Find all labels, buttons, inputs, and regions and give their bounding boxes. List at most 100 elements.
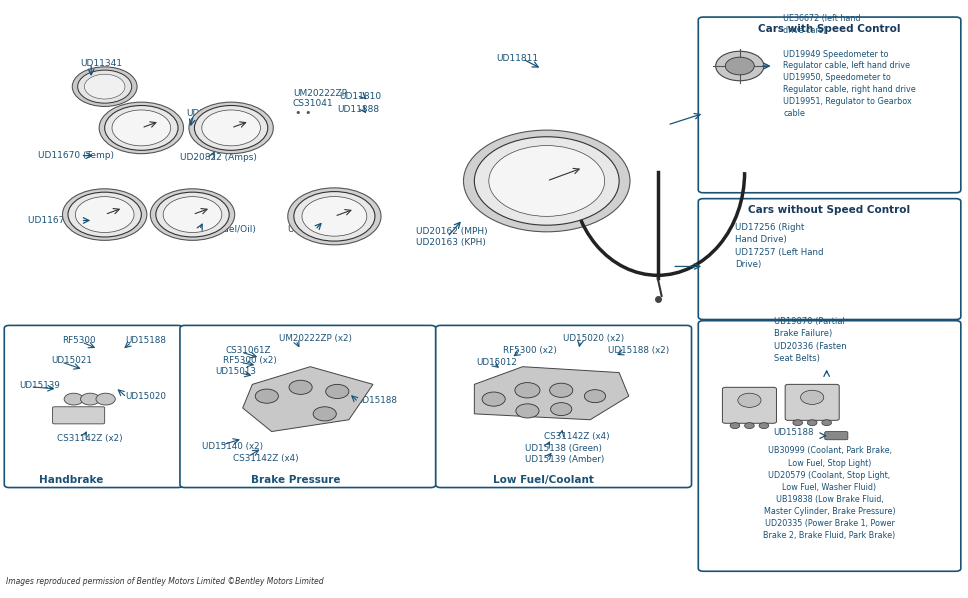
Circle shape [738, 393, 761, 407]
Text: •: • [294, 108, 301, 118]
Text: UD11811: UD11811 [497, 54, 538, 63]
Circle shape [801, 390, 824, 404]
Circle shape [80, 393, 100, 405]
Text: CS31142Z (x4): CS31142Z (x4) [233, 453, 299, 463]
Text: UD11767: UD11767 [187, 109, 228, 118]
Text: UD12451 (Clock): UD12451 (Clock) [288, 225, 364, 234]
Circle shape [63, 189, 147, 240]
Circle shape [156, 192, 229, 237]
Text: UD11810: UD11810 [339, 92, 381, 101]
FancyBboxPatch shape [698, 17, 961, 193]
Text: UB19870 (Partial
Brake Failure)
UD20336 (Fasten
Seat Belts): UB19870 (Partial Brake Failure) UD20336 … [773, 317, 846, 364]
Text: CS31142Z (x4): CS31142Z (x4) [544, 432, 610, 441]
Circle shape [550, 383, 573, 397]
Polygon shape [474, 367, 629, 420]
Text: CS31041: CS31041 [293, 99, 334, 108]
Circle shape [64, 393, 83, 405]
Circle shape [76, 197, 134, 233]
Text: UD15138 (Green): UD15138 (Green) [525, 444, 601, 453]
Circle shape [77, 70, 132, 103]
Circle shape [68, 192, 141, 237]
FancyBboxPatch shape [698, 199, 961, 319]
Circle shape [112, 110, 170, 146]
Circle shape [585, 390, 606, 402]
Text: UD11671 (Oil Pressure): UD11671 (Oil Pressure) [28, 216, 134, 225]
Circle shape [302, 197, 367, 236]
Circle shape [474, 137, 620, 225]
Text: UD11888: UD11888 [337, 105, 379, 114]
Text: UD11670 (Temp): UD11670 (Temp) [38, 151, 114, 160]
Text: CS31142Z (x2): CS31142Z (x2) [57, 434, 123, 443]
Text: UE36672 (left hand
drive cars)

UD19949 Speedometer to
Regulator cable, left han: UE36672 (left hand drive cars) UD19949 S… [783, 14, 916, 118]
FancyBboxPatch shape [4, 325, 183, 487]
Circle shape [715, 51, 764, 81]
Polygon shape [243, 367, 373, 432]
Circle shape [744, 423, 754, 429]
Circle shape [256, 389, 279, 403]
Text: Cars without Speed Control: Cars without Speed Control [748, 206, 911, 215]
Text: UD15021: UD15021 [51, 356, 93, 365]
Text: UD15140 (x2): UD15140 (x2) [202, 442, 263, 451]
Text: Brake Pressure: Brake Pressure [251, 475, 341, 485]
FancyBboxPatch shape [722, 388, 776, 423]
Text: RF5300 (x2): RF5300 (x2) [224, 356, 277, 365]
Circle shape [99, 102, 184, 154]
Text: UD15020 (x2): UD15020 (x2) [563, 334, 624, 343]
Text: RF5300: RF5300 [62, 335, 96, 344]
Text: UD20162 (MPH): UD20162 (MPH) [416, 227, 488, 236]
Circle shape [73, 67, 137, 106]
Circle shape [725, 57, 754, 75]
Circle shape [464, 130, 630, 232]
Text: UD15188 (x2): UD15188 (x2) [608, 346, 669, 355]
Text: UD15188: UD15188 [773, 428, 814, 437]
FancyBboxPatch shape [436, 325, 691, 487]
Text: CS31061Z: CS31061Z [226, 346, 271, 355]
Circle shape [482, 392, 505, 406]
Text: UD17256 (Right
Hand Drive)
UD17257 (Left Hand
Drive): UD17256 (Right Hand Drive) UD17257 (Left… [735, 222, 824, 269]
Text: UM20222ZP: UM20222ZP [293, 89, 347, 98]
FancyBboxPatch shape [698, 321, 961, 571]
Text: UD15013: UD15013 [216, 367, 257, 376]
Text: UD20822 (Amps): UD20822 (Amps) [180, 153, 257, 162]
Text: UD20163 (KPH): UD20163 (KPH) [416, 239, 486, 248]
Text: UD15139 (Amber): UD15139 (Amber) [525, 455, 604, 464]
Circle shape [201, 110, 260, 146]
Circle shape [195, 105, 268, 150]
Circle shape [150, 189, 234, 240]
Text: RF5300 (x2): RF5300 (x2) [503, 346, 558, 355]
Circle shape [551, 402, 572, 416]
Text: UD15012: UD15012 [476, 358, 517, 367]
Circle shape [325, 385, 348, 398]
Circle shape [84, 74, 125, 99]
Text: Handbrake: Handbrake [39, 475, 103, 485]
Text: Low Fuel/Coolant: Low Fuel/Coolant [494, 475, 594, 485]
Circle shape [516, 404, 539, 418]
Circle shape [489, 145, 605, 216]
FancyBboxPatch shape [825, 432, 848, 440]
Text: •: • [304, 108, 311, 118]
Circle shape [515, 383, 540, 398]
Text: UD11341: UD11341 [80, 59, 123, 68]
Circle shape [189, 102, 273, 154]
Text: Cars with Speed Control: Cars with Speed Control [758, 25, 901, 35]
FancyBboxPatch shape [180, 325, 436, 487]
Circle shape [164, 197, 222, 233]
Circle shape [289, 380, 313, 395]
Text: UB30999 (Coolant, Park Brake,
Low Fuel, Stop Light)
UD20579 (Coolant, Stop Light: UB30999 (Coolant, Park Brake, Low Fuel, … [764, 447, 895, 541]
Circle shape [759, 423, 769, 429]
Text: UM20222ZP (x2): UM20222ZP (x2) [280, 334, 352, 343]
Circle shape [314, 407, 336, 421]
Text: UD19919 (Fuel/Oil): UD19919 (Fuel/Oil) [170, 225, 257, 234]
FancyBboxPatch shape [785, 385, 839, 420]
Circle shape [730, 423, 740, 429]
Text: Images reproduced permission of Bentley Motors Limited ©Bentley Motors Limited: Images reproduced permission of Bentley … [6, 577, 324, 586]
Circle shape [822, 420, 832, 426]
Circle shape [287, 188, 381, 245]
Text: UD15139: UD15139 [18, 381, 60, 390]
Circle shape [294, 191, 375, 241]
Circle shape [793, 420, 802, 426]
Text: UD15188: UD15188 [356, 396, 398, 405]
Text: UD15020: UD15020 [125, 392, 166, 401]
Circle shape [807, 420, 817, 426]
Text: UD15188: UD15188 [125, 335, 166, 344]
